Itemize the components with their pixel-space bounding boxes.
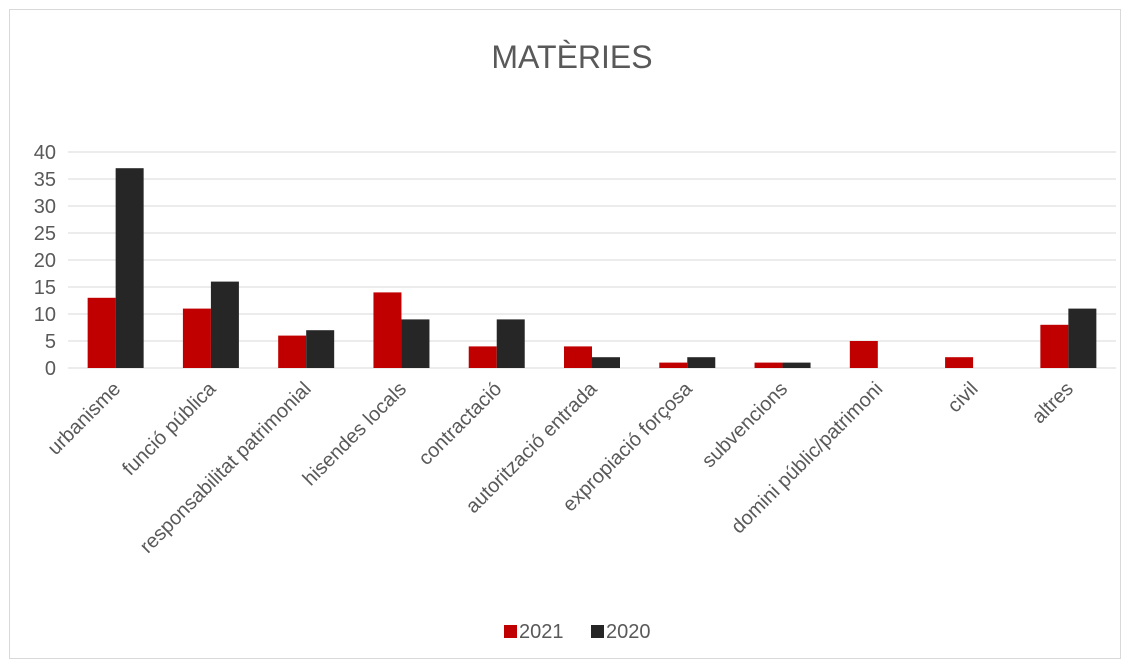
y-tick-label: 40 <box>34 142 56 164</box>
bar-2021-6 <box>659 362 688 368</box>
bar-2021-10 <box>1040 324 1069 368</box>
bar-2021-2 <box>278 335 307 368</box>
bar-2020-3 <box>401 319 430 368</box>
bar-2020-1 <box>210 281 239 368</box>
y-tick-label: 30 <box>34 196 56 218</box>
x-category-label: hisendes locals <box>299 378 411 490</box>
y-tick-label: 35 <box>34 169 56 191</box>
bar-2021-3 <box>373 292 402 368</box>
bar-2021-4 <box>468 346 497 368</box>
x-category-label: urbanisme <box>44 378 126 460</box>
bar-2020-0 <box>115 168 144 368</box>
x-category-label: civil <box>943 378 982 417</box>
x-category-label: subvencions <box>698 378 792 472</box>
y-tick-label: 10 <box>34 304 56 326</box>
bar-2020-5 <box>592 357 620 368</box>
y-tick-label: 15 <box>34 277 56 299</box>
legend-swatch-2021 <box>504 625 517 638</box>
bar-2021-1 <box>182 308 211 368</box>
bar-2020-4 <box>496 319 525 368</box>
x-category-label: funció pública <box>118 377 221 480</box>
bar-2020-6 <box>687 357 716 368</box>
bar-2021-8 <box>849 341 878 368</box>
legend-label: 2021 <box>519 621 564 643</box>
bar-2020-10 <box>1068 308 1097 368</box>
bar-2021-0 <box>87 297 116 368</box>
y-tick-label: 5 <box>45 331 56 353</box>
bar-layer <box>87 168 1097 368</box>
legend-label: 2020 <box>606 621 651 643</box>
bar-2021-9 <box>945 357 974 368</box>
y-axis-ticks: 0 5 10 15 20 25 30 35 40 <box>34 142 56 380</box>
y-tick-label: 20 <box>34 250 56 272</box>
y-tick-label: 0 <box>45 358 56 380</box>
x-category-label: altres <box>1028 378 1078 428</box>
legend-swatch-2020 <box>591 625 604 638</box>
bar-2021-7 <box>754 362 783 368</box>
x-category-label: contractació <box>414 378 506 470</box>
grid-layer <box>68 151 1116 369</box>
bar-2020-7 <box>782 362 811 368</box>
x-category-label: responsabilitat patrimonial <box>136 378 316 558</box>
bar-2021-5 <box>564 346 592 368</box>
legend: 2021 2020 <box>504 621 651 643</box>
y-tick-label: 25 <box>34 223 56 245</box>
chart-title: MATÈRIES <box>491 39 652 75</box>
bar-2020-2 <box>306 330 335 368</box>
